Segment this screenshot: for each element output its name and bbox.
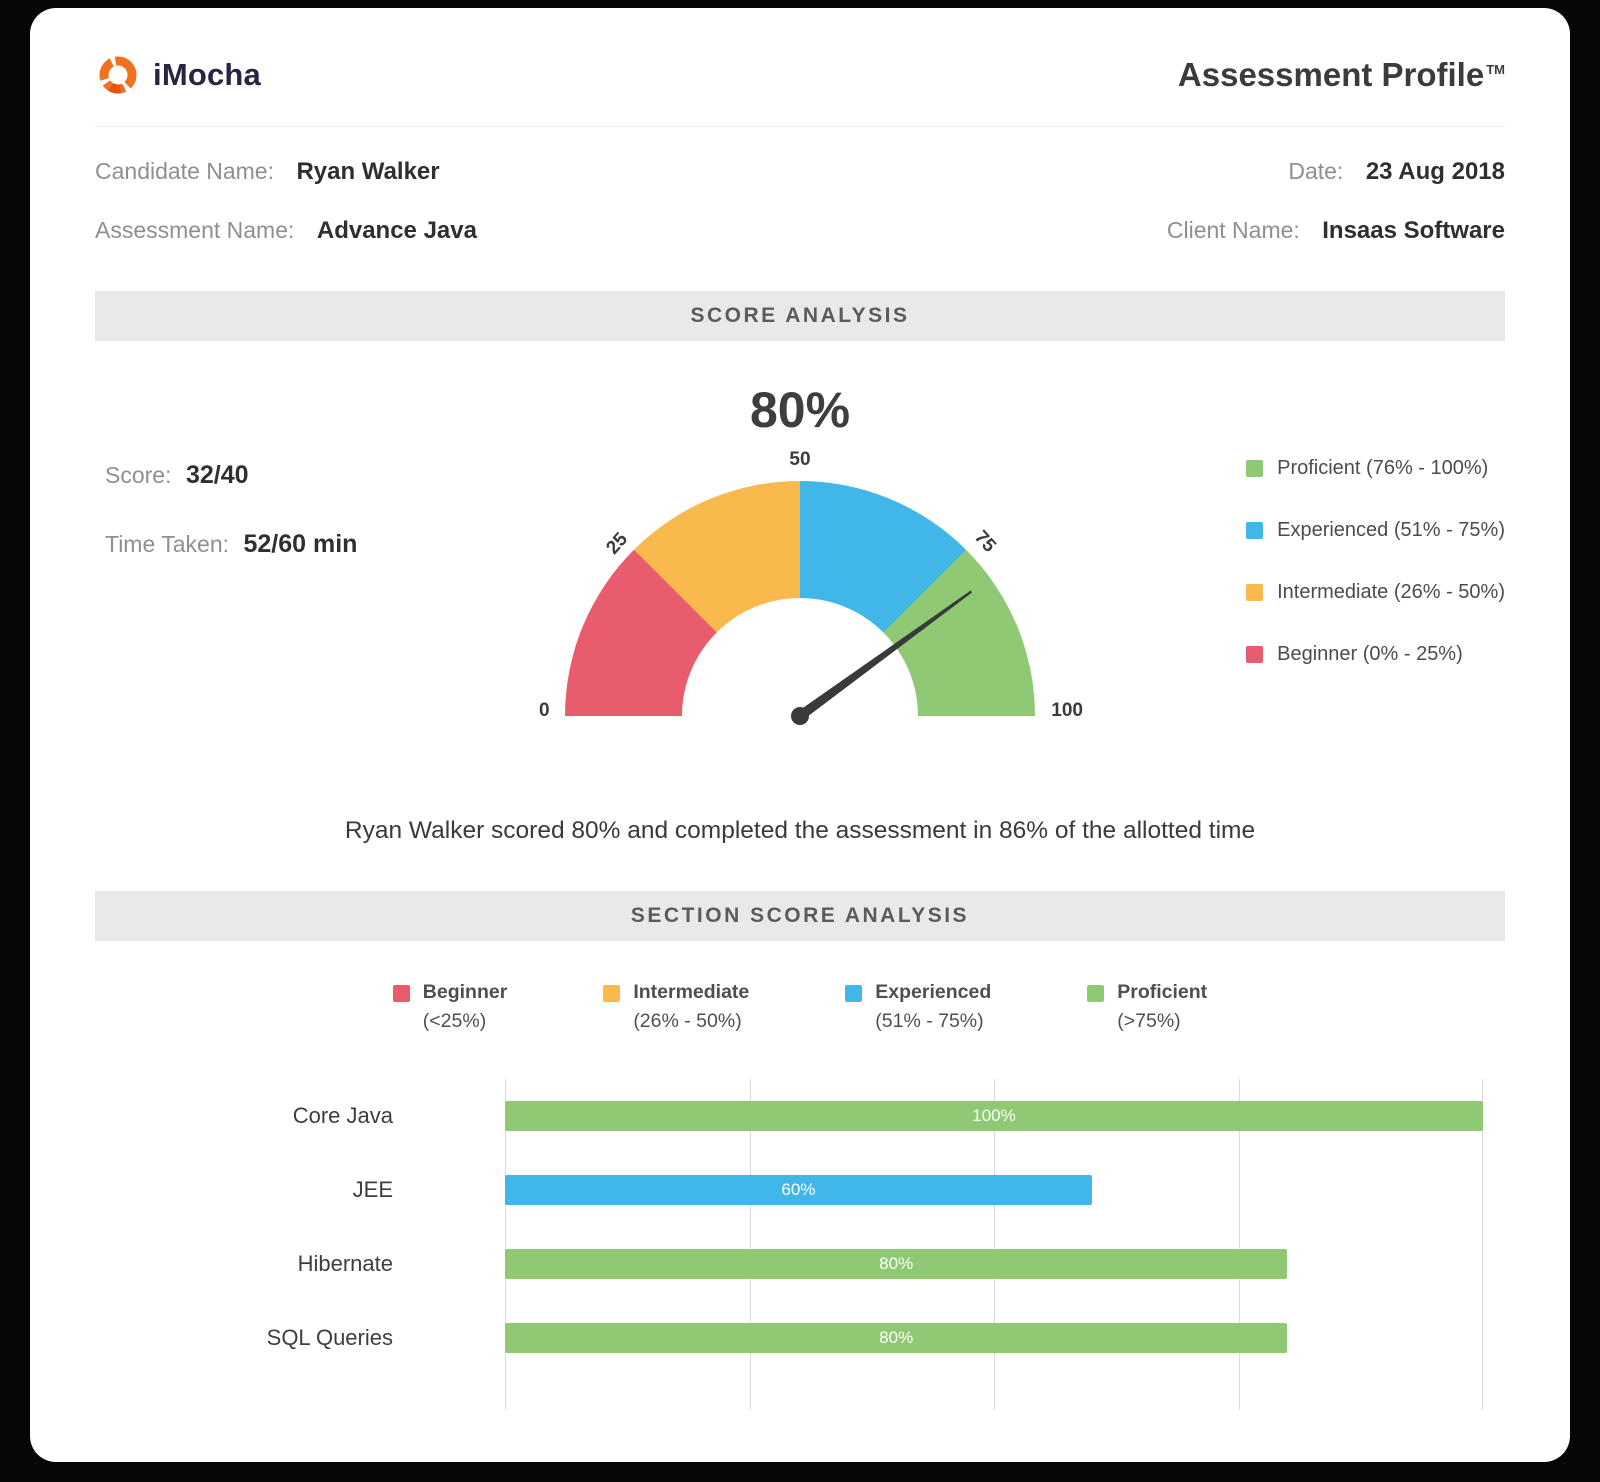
gauge-tick-100: 100 bbox=[1051, 700, 1083, 721]
score-analysis-header: SCORE ANALYSIS bbox=[95, 291, 1505, 341]
time-taken-value: 52/60 min bbox=[243, 530, 358, 558]
score-value: 32/40 bbox=[185, 461, 249, 489]
imocha-logo: iMocha bbox=[95, 52, 261, 98]
page-title: Assessment Profile TM bbox=[1178, 56, 1505, 94]
gridline-75 bbox=[1238, 1079, 1240, 1410]
header-divider bbox=[95, 126, 1505, 127]
gauge-legend: Proficient (76% - 100%) Experienced (51%… bbox=[1246, 457, 1505, 705]
legend-text-block: Experienced (51% - 75%) bbox=[875, 981, 991, 1033]
legend-range: (>75%) bbox=[1117, 1010, 1181, 1032]
legend-label: Intermediate (26% - 50%) bbox=[1277, 581, 1505, 603]
legend-label: Experienced bbox=[875, 981, 992, 1003]
candidate-name-value: Ryan Walker bbox=[296, 158, 440, 185]
legend-label: Beginner (0% - 25%) bbox=[1277, 643, 1463, 665]
assessment-name-label: Assessment Name: bbox=[95, 217, 295, 243]
gridline-100 bbox=[1482, 1079, 1483, 1410]
legend-text-block: Beginner (<25%) bbox=[423, 981, 508, 1033]
trademark-symbol: TM bbox=[1486, 62, 1505, 77]
legend-label: Intermediate bbox=[633, 981, 750, 1003]
beginner-swatch bbox=[392, 985, 410, 1002]
time-taken-row: Time Taken: 52/60 min bbox=[105, 530, 357, 559]
experienced-swatch bbox=[1246, 522, 1264, 539]
intermediate-swatch bbox=[603, 985, 621, 1002]
candidate-name-label: Candidate Name: bbox=[95, 158, 274, 184]
score-analysis-section: Score: 32/40 Time Taken: 52/60 min 80% 0… bbox=[95, 381, 1505, 811]
legend-text-block: Proficient (>75%) bbox=[1117, 981, 1207, 1033]
bar-value-label: 80% bbox=[879, 1254, 914, 1273]
assessment-name-value: Advance Java bbox=[316, 217, 477, 244]
chart-row-hibernate: Hibernate 80% bbox=[298, 1227, 1483, 1301]
legend-range: (51% - 75%) bbox=[875, 1010, 984, 1032]
score-label: Score: bbox=[105, 462, 172, 488]
experienced-swatch bbox=[845, 985, 863, 1002]
imocha-logo-icon bbox=[95, 52, 141, 98]
gridline-0 bbox=[505, 1079, 506, 1410]
chart-row-jee: JEE 60% bbox=[353, 1153, 1483, 1227]
legend-text-block: Intermediate (26% - 50%) bbox=[633, 981, 749, 1033]
gauge-percent-value: 80% bbox=[749, 382, 851, 438]
client-name-label: Client Name: bbox=[1166, 217, 1300, 243]
gauge-block: 80% 0 25 50 75 100 bbox=[539, 381, 1083, 725]
header: iMocha Assessment Profile TM bbox=[95, 52, 1505, 98]
meta-row-1: Candidate Name: Ryan Walker Date: 23 Aug… bbox=[95, 158, 1505, 186]
legend-item-intermediate: Intermediate (26% - 50%) bbox=[1246, 581, 1505, 604]
legend-label: Proficient (76% - 100%) bbox=[1277, 457, 1489, 479]
date-label: Date: bbox=[1288, 158, 1344, 184]
chart-row-label: JEE bbox=[352, 1177, 393, 1202]
legend-label: Proficient bbox=[1117, 981, 1208, 1003]
proficient-swatch bbox=[1246, 460, 1264, 477]
imocha-logo-text: iMocha bbox=[153, 57, 261, 92]
section-bar: 80% bbox=[505, 1249, 1288, 1279]
assessment-name-group: Assessment Name: Advance Java bbox=[95, 217, 477, 245]
legend-item-experienced: Experienced (51% - 75%) bbox=[1246, 519, 1505, 542]
chart-row-label: Hibernate bbox=[297, 1251, 393, 1276]
legend-label: Beginner bbox=[422, 981, 508, 1003]
gridline-25 bbox=[749, 1079, 751, 1410]
gauge-tick-0: 0 bbox=[539, 700, 550, 721]
section-score-legend: Beginner (<25%) Intermediate (26% - 50%)… bbox=[95, 981, 1505, 1033]
bar-value-label: 100% bbox=[972, 1106, 1016, 1125]
date-group: Date: 23 Aug 2018 bbox=[1288, 158, 1505, 186]
legend-item-beginner: Beginner (0% - 25%) bbox=[1246, 643, 1505, 666]
proficient-swatch bbox=[1087, 985, 1105, 1002]
beginner-swatch bbox=[1246, 646, 1264, 663]
legend-range: (<25%) bbox=[422, 1010, 487, 1032]
section-score-analysis-header: SECTION SCORE ANALYSIS bbox=[95, 891, 1505, 941]
legend-item-beginner: Beginner (<25%) bbox=[392, 981, 508, 1033]
legend-label: Experienced (51% - 75%) bbox=[1277, 519, 1505, 541]
meta-row-2: Assessment Name: Advance Java Client Nam… bbox=[95, 217, 1505, 245]
date-value: 23 Aug 2018 bbox=[1365, 158, 1505, 185]
chart-row-sql-queries: SQL Queries 80% bbox=[267, 1301, 1483, 1375]
candidate-name-group: Candidate Name: Ryan Walker bbox=[95, 158, 440, 186]
section-bar: 100% bbox=[505, 1101, 1483, 1131]
gridline-50 bbox=[994, 1079, 995, 1410]
legend-range: (26% - 50%) bbox=[633, 1010, 742, 1032]
bar-value-label: 80% bbox=[879, 1328, 914, 1347]
gauge-tick-50: 50 bbox=[789, 449, 811, 470]
score-summary-text: Ryan Walker scored 80% and completed the… bbox=[344, 817, 1256, 844]
page-title-text: Assessment Profile bbox=[1177, 56, 1485, 93]
gauge-pivot bbox=[791, 707, 809, 725]
intermediate-swatch bbox=[1246, 584, 1264, 601]
client-name-value: Insaas Software bbox=[1322, 217, 1505, 244]
time-taken-label: Time Taken: bbox=[105, 531, 229, 557]
chart-row-label: SQL Queries bbox=[266, 1325, 393, 1350]
score-gauge: 0 25 50 75 100 bbox=[539, 449, 1083, 725]
legend-item-experienced: Experienced (51% - 75%) bbox=[845, 981, 991, 1033]
chart-row-label: Core Java bbox=[292, 1103, 393, 1128]
chart-row-core-java: Core Java 100% bbox=[293, 1079, 1483, 1153]
score-row: Score: 32/40 bbox=[105, 461, 357, 490]
legend-item-intermediate: Intermediate (26% - 50%) bbox=[603, 981, 749, 1033]
legend-item-proficient: Proficient (>75%) bbox=[1087, 981, 1207, 1033]
gauge-clip bbox=[565, 481, 1035, 716]
section-bar: 80% bbox=[505, 1323, 1288, 1353]
bar-value-label: 60% bbox=[781, 1180, 816, 1199]
score-info: Score: 32/40 Time Taken: 52/60 min bbox=[105, 461, 357, 599]
client-name-group: Client Name: Insaas Software bbox=[1167, 217, 1505, 245]
report-card: iMocha Assessment Profile TM Candidate Na… bbox=[30, 8, 1570, 1462]
legend-item-proficient: Proficient (76% - 100%) bbox=[1246, 457, 1505, 480]
section-bar: 60% bbox=[505, 1175, 1092, 1205]
section-score-chart: Core Java 100% JEE 60% Hibernate 80% SQL… bbox=[267, 1079, 1483, 1410]
